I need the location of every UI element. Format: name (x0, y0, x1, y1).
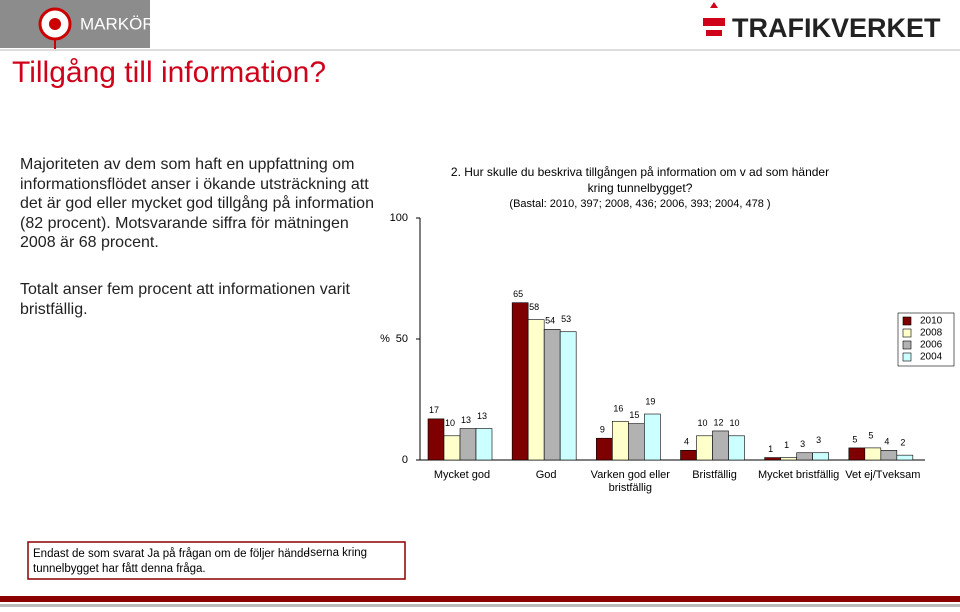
x-tick-label: Varken god eller bristfällig (590, 469, 670, 494)
bar (511, 302, 529, 461)
data-label: 1 (768, 444, 773, 454)
bar (696, 435, 713, 461)
y-tick-label: 0 (402, 454, 408, 466)
paragraph-line: Majoriteten av dem som haft en uppfattni… (20, 156, 355, 173)
data-label: 4 (684, 437, 689, 447)
bar (812, 452, 829, 461)
bar (559, 331, 577, 461)
data-label: 10 (445, 418, 455, 428)
x-tick-label: God (535, 469, 557, 481)
x-tick-label: Bristfällig (692, 469, 737, 481)
trafikverket-emblem (703, 2, 725, 36)
footnote-box (27, 541, 406, 580)
header-band (0, 0, 150, 48)
paragraph-line: informationsflödet anser i ökande utsträ… (20, 175, 369, 193)
paragraph-line: det är god eller mycket god tillgång på … (20, 195, 374, 212)
data-label: 65 (513, 289, 523, 299)
legend-swatch (902, 340, 912, 350)
x-tick-label: Mycket bristfällig (758, 469, 840, 481)
paragraph: Totalt anser fem procent att information… (20, 280, 350, 319)
bar (728, 435, 745, 461)
legend-swatch (902, 328, 912, 338)
slide-title: Tillgång till information? (12, 56, 327, 89)
data-label: 4 (884, 437, 889, 447)
footnote-line: Endast de som svarat Ja på frågan om de … (33, 548, 310, 560)
data-label: 58 (529, 302, 539, 312)
footer-rule (0, 596, 960, 602)
bar (764, 457, 781, 461)
bar (543, 329, 561, 461)
y-axis-label: % (380, 333, 390, 345)
y-tick-label: 100 (390, 212, 408, 224)
bar (644, 413, 661, 461)
chart-title: kring tunnelbygget? (588, 181, 693, 195)
legend-swatch (902, 316, 912, 326)
bar (596, 437, 613, 461)
data-label: 1 (784, 440, 789, 450)
bar (459, 428, 477, 461)
bar (527, 319, 545, 461)
bar (896, 454, 914, 461)
legend-swatch (902, 352, 912, 362)
data-label: 5 (868, 430, 873, 440)
paragraph-line: (82 procent). Motsvarande siffra för mät… (20, 214, 349, 232)
paragraph-line: Totalt anser fem procent att information… (20, 281, 350, 298)
bar (780, 457, 797, 461)
data-label: 2 (900, 438, 905, 448)
data-label: 15 (629, 410, 639, 420)
bar (612, 420, 629, 461)
paragraph-line: bristfällig. (20, 300, 88, 318)
bar (628, 423, 645, 461)
data-label: 3 (816, 435, 821, 445)
bar (796, 452, 813, 461)
logo-dot (49, 18, 61, 30)
footnote: Endast de som svarat Ja på frågan om de … (33, 547, 310, 577)
bar (880, 450, 898, 461)
chart-title: 2. Hur skulle du beskriva tillgången på … (451, 165, 829, 179)
legend-label: 2006 (920, 340, 943, 351)
data-label: 53 (561, 314, 571, 324)
bar (864, 447, 882, 461)
data-label: 16 (613, 404, 623, 414)
footer-rule-2 (0, 604, 960, 607)
data-label: 13 (461, 415, 471, 425)
data-label: 9 (600, 425, 605, 435)
bar (475, 428, 493, 461)
legend-label: 2008 (920, 328, 943, 339)
data-label: 13 (477, 411, 487, 421)
data-label: 54 (545, 316, 555, 326)
footnote-line: tunnelbygget har fått denna fråga. (33, 563, 206, 575)
y-tick-label: 50 (396, 333, 408, 345)
footnote-right: Iserna kring (307, 547, 368, 559)
bar (680, 450, 697, 461)
legend-label: 2004 (920, 352, 943, 363)
header-rule (0, 49, 960, 51)
paragraph-line: 2008 är 68 procent. (20, 234, 159, 251)
data-label: 10 (729, 418, 739, 428)
x-tick-label: Vet ej/Tveksam (845, 469, 921, 481)
data-label: 10 (697, 418, 707, 428)
logo-text: TRAFIKVERKET (732, 13, 941, 43)
header-label: MARKÖR (80, 14, 155, 33)
bar (712, 430, 729, 461)
x-tick-label: Mycket god (433, 469, 491, 481)
data-label: 19 (645, 396, 655, 406)
data-label: 5 (852, 434, 857, 444)
legend-label: 2010 (920, 316, 943, 327)
bar (443, 435, 461, 461)
data-label: 12 (713, 417, 723, 427)
paragraph: Majoriteten av dem som haft en uppfattni… (20, 155, 374, 253)
chart-subtitle: (Bastal: 2010, 397; 2008, 436; 2006, 393… (509, 198, 770, 210)
bar (427, 418, 445, 461)
data-label: 17 (429, 405, 439, 415)
bar (848, 447, 866, 461)
data-label: 3 (800, 439, 805, 449)
